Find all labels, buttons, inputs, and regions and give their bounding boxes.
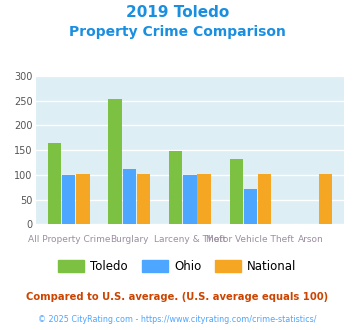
Text: Compared to U.S. average. (U.S. average equals 100): Compared to U.S. average. (U.S. average … [26,292,329,302]
Bar [123,169,136,224]
Bar [230,159,243,224]
Bar [258,174,271,224]
Bar [48,143,61,224]
Bar [319,174,332,224]
Bar [183,175,197,224]
Text: © 2025 CityRating.com - https://www.cityrating.com/crime-statistics/: © 2025 CityRating.com - https://www.city… [38,315,317,324]
Bar [109,99,122,224]
Text: Larceny & Theft: Larceny & Theft [154,235,226,244]
Bar [197,174,211,224]
Text: All Property Crime: All Property Crime [28,235,110,244]
Bar [76,174,90,224]
Bar [62,175,76,224]
Text: Arson: Arson [298,235,324,244]
Text: 2019 Toledo: 2019 Toledo [126,5,229,20]
Bar [137,174,150,224]
Bar [169,150,182,224]
Text: Motor Vehicle Theft: Motor Vehicle Theft [207,235,295,244]
Text: Property Crime Comparison: Property Crime Comparison [69,25,286,39]
Text: Burglary: Burglary [110,235,149,244]
Bar [244,189,257,224]
Legend: Toledo, Ohio, National: Toledo, Ohio, National [54,255,301,278]
